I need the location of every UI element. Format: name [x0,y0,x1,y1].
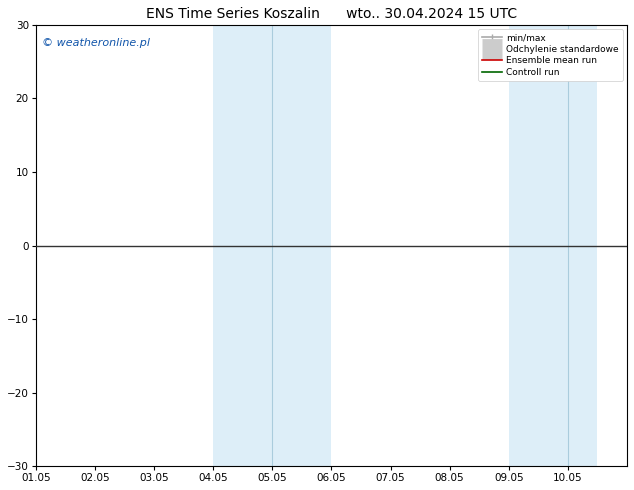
Bar [509,25,597,466]
Title: ENS Time Series Koszalin      wto.. 30.04.2024 15 UTC: ENS Time Series Koszalin wto.. 30.04.202… [146,7,517,21]
Text: © weatheronline.pl: © weatheronline.pl [42,38,150,48]
Legend: min/max, Odchylenie standardowe, Ensemble mean run, Controll run: min/max, Odchylenie standardowe, Ensembl… [478,29,623,81]
Bar [213,25,332,466]
